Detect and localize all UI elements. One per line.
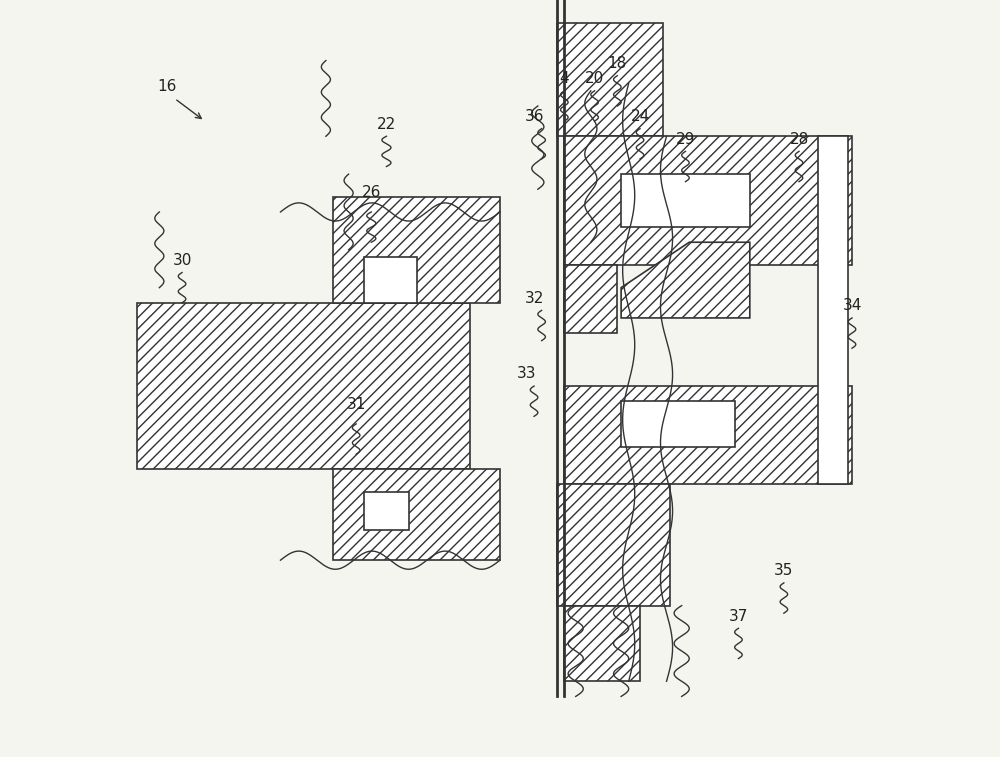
Bar [564, 136, 852, 265]
Text: 32: 32 [524, 291, 544, 306]
Bar [557, 23, 663, 136]
Bar [564, 386, 852, 484]
Text: 28: 28 [789, 132, 809, 147]
Text: 35: 35 [774, 563, 794, 578]
Bar [333, 469, 500, 560]
Text: 33: 33 [517, 366, 536, 382]
Text: 30: 30 [172, 253, 192, 268]
Bar [333, 197, 500, 303]
Text: 4: 4 [560, 71, 569, 86]
Text: 18: 18 [608, 56, 627, 71]
Bar [364, 492, 409, 530]
Bar [557, 484, 670, 606]
Bar [564, 606, 640, 681]
Text: 31: 31 [346, 397, 366, 412]
Text: 16: 16 [157, 79, 177, 94]
Text: 29: 29 [676, 132, 695, 147]
Bar [621, 174, 750, 227]
Bar [364, 257, 417, 303]
Text: 37: 37 [729, 609, 748, 624]
Bar [818, 136, 848, 484]
Text: 20: 20 [585, 71, 604, 86]
Text: 36: 36 [524, 109, 544, 124]
Bar [137, 303, 470, 469]
Polygon shape [621, 242, 750, 318]
Bar [564, 265, 617, 333]
Text: 34: 34 [842, 298, 862, 313]
Text: 24: 24 [630, 109, 650, 124]
Text: 26: 26 [362, 185, 381, 200]
Text: 22: 22 [377, 117, 396, 132]
Bar [621, 401, 735, 447]
